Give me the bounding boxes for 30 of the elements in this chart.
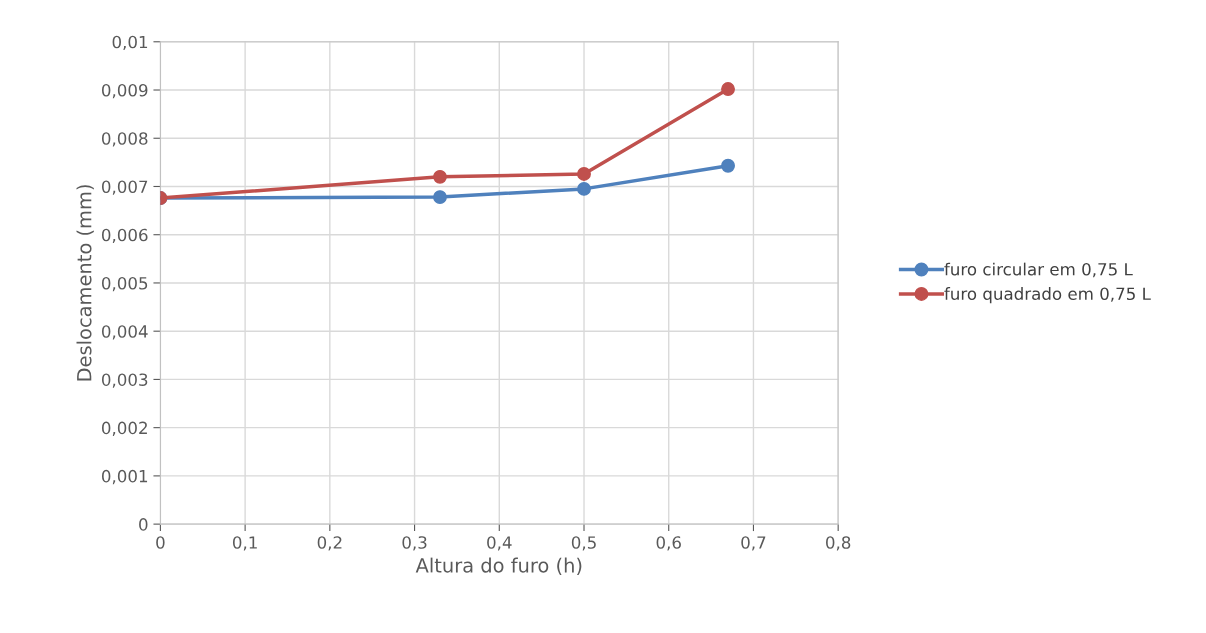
x-axis-title: Altura do furo (h) bbox=[415, 557, 582, 575]
point bbox=[433, 190, 447, 205]
x-tick-label: 0,5 bbox=[571, 536, 596, 551]
legend-label: furo quadrado em 0,75 L bbox=[944, 287, 1151, 304]
y-tick-label: 0,001 bbox=[101, 469, 148, 485]
x-tick-label: 0 bbox=[156, 536, 165, 549]
y-tick-label: 0 bbox=[139, 518, 148, 531]
y-tick-label: 0,009 bbox=[101, 83, 148, 99]
x-tick-label: 0,1 bbox=[232, 536, 257, 551]
y-tick-label: 0,002 bbox=[101, 421, 147, 436]
point bbox=[721, 82, 735, 96]
y-tick-label: 0,004 bbox=[101, 325, 148, 340]
legend-label: furo circular em 0,75 L bbox=[944, 262, 1133, 278]
x-tick-label: 0,7 bbox=[741, 536, 766, 551]
point bbox=[577, 181, 591, 196]
y-tick-label: 0,01 bbox=[112, 35, 148, 51]
y-tick-label: 0,003 bbox=[101, 373, 148, 388]
y-tick-label: 0,005 bbox=[101, 276, 148, 292]
point bbox=[577, 166, 591, 181]
x-tick-label: 0,6 bbox=[656, 536, 681, 551]
point bbox=[433, 169, 447, 184]
x-tick-label: 0,4 bbox=[487, 536, 512, 551]
x-tick-label: 0,2 bbox=[317, 536, 342, 551]
y-tick-label: 0,006 bbox=[101, 228, 148, 243]
x-tick-label: 0,3 bbox=[402, 536, 427, 551]
y-tick-label: 0,008 bbox=[101, 132, 148, 147]
x-tick-label: 0,8 bbox=[826, 536, 851, 551]
y-tick-label: 0,007 bbox=[101, 180, 148, 195]
point bbox=[721, 158, 735, 173]
y-axis-title: Deslocamento (mm) bbox=[76, 185, 94, 381]
